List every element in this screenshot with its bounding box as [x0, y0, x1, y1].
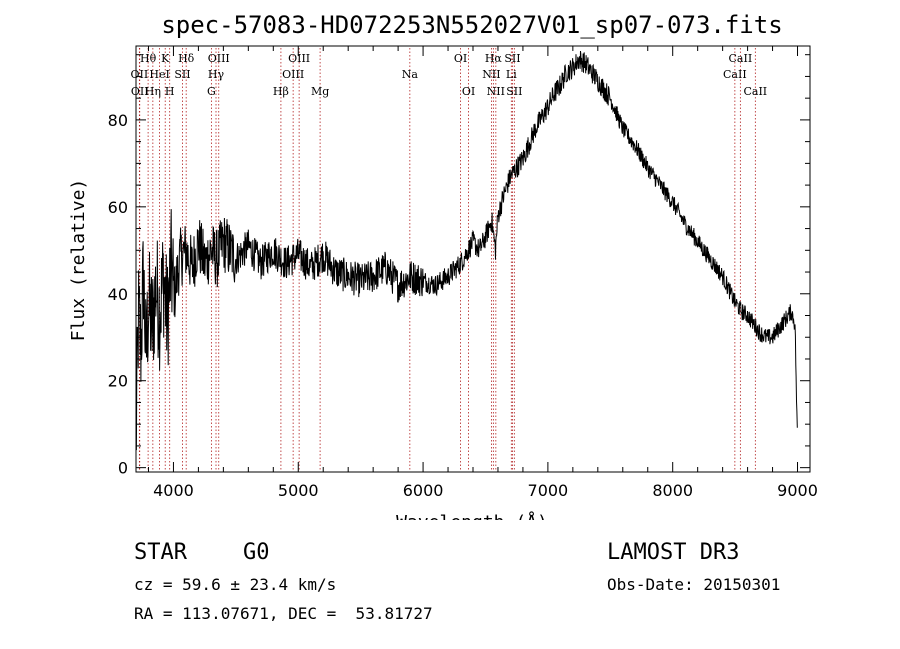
line-label: Hα [485, 52, 503, 65]
line-label: H [165, 85, 175, 98]
redshift-velocity: cz = 59.6 ± 23.4 km/s [134, 575, 337, 594]
line-label: OI [462, 85, 475, 98]
line-label: OII [131, 68, 149, 81]
line-label: Hη [145, 85, 161, 98]
ticks: 4000 5000 6000 7000 8000 9000 0 20 40 60 80 [108, 46, 818, 500]
line-label: OIII [288, 52, 310, 65]
y-tick-label: 60 [108, 198, 128, 217]
spectrum-chart: spec-57083-HD072253N552027V01_sp07-073.f… [68, 11, 818, 520]
line-label: SII [504, 52, 520, 65]
line-label: Hθ [140, 52, 157, 65]
x-axis-label: Wavelength (Å) [396, 511, 548, 520]
line-label: OIII [282, 68, 304, 81]
x-tick-label: 8000 [652, 481, 693, 500]
line-label: OI [454, 52, 467, 65]
line-label: SII [174, 68, 190, 81]
emission-lines [138, 48, 756, 472]
survey-label: LAMOST DR3 [607, 540, 740, 565]
x-tick-label: 7000 [528, 481, 569, 500]
object-class: STAR [134, 540, 187, 565]
line-label: Li [506, 68, 517, 81]
line-label: CaII [729, 52, 753, 65]
line-label: K [161, 52, 170, 65]
x-tick-label: 6000 [403, 481, 444, 500]
line-label: G [207, 85, 216, 98]
line-label: Hβ [273, 85, 289, 98]
emission-line-labels: OII OII Hθ Hη HeI K H SII Hδ G Hγ OIII Hβ OIII OIII Mg N… [131, 52, 768, 98]
line-label: Na [402, 68, 419, 81]
line-label: SII [506, 85, 522, 98]
y-tick-label: 0 [118, 459, 128, 478]
x-tick-label: 4000 [153, 481, 194, 500]
obs-date: Obs-Date: 20150301 [607, 575, 781, 594]
x-tick-label: 5000 [278, 481, 319, 500]
spectrum-line [135, 50, 798, 451]
y-axis-label: Flux (relative) [68, 179, 89, 342]
line-label: HeI [149, 68, 169, 81]
y-tick-label: 40 [108, 285, 128, 304]
coordinates: RA = 113.07671, DEC = 53.81727 [134, 604, 433, 623]
x-tick-label: 9000 [777, 481, 818, 500]
line-label: OIII [208, 52, 230, 65]
line-label: OII [131, 85, 149, 98]
chart-title: spec-57083-HD072253N552027V01_sp07-073.f… [161, 11, 782, 39]
y-tick-label: 20 [108, 372, 128, 391]
line-label: CaII [723, 68, 747, 81]
line-label: Hγ [208, 68, 225, 81]
object-subclass: G0 [243, 540, 270, 565]
line-label: Mg [311, 85, 329, 98]
y-tick-label: 80 [108, 111, 128, 130]
line-label: Hδ [178, 52, 195, 65]
line-label: NII [482, 68, 500, 81]
line-label: NII [487, 85, 505, 98]
line-label: CaII [743, 85, 767, 98]
